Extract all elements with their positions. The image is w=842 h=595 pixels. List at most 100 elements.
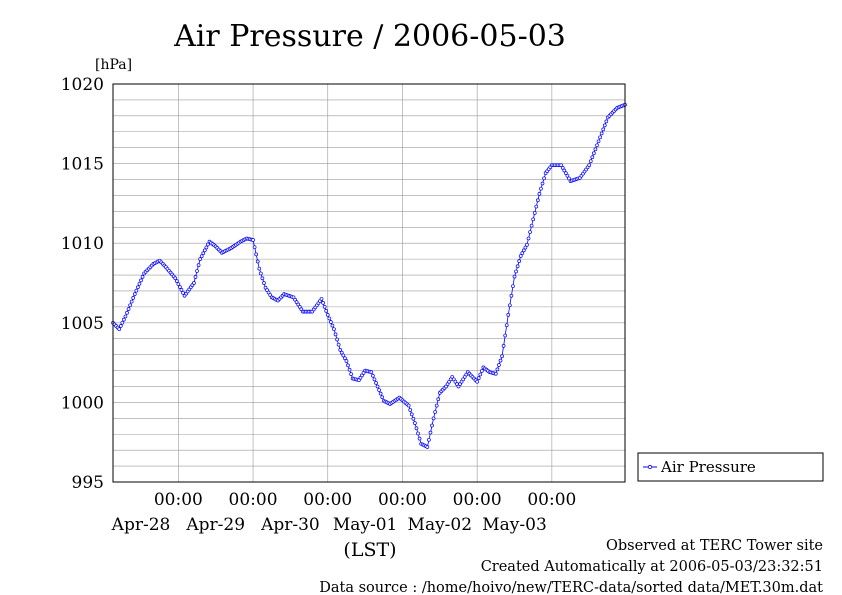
grid-lines	[113, 84, 625, 482]
x-tick-date-label: Apr-28	[111, 515, 171, 535]
air-pressure-point	[431, 416, 436, 421]
air-pressure-point	[193, 275, 198, 279]
air-pressure-point	[593, 147, 598, 152]
air-pressure-point	[425, 445, 430, 449]
air-pressure-point	[592, 151, 596, 156]
air-pressure-point	[372, 377, 377, 382]
air-pressure-point	[117, 327, 122, 332]
air-pressure-point	[525, 242, 529, 247]
x-tick-date-label: May-03	[482, 515, 547, 535]
plot-frame	[112, 83, 626, 483]
air-pressure-point	[565, 173, 570, 178]
air-pressure-point	[475, 379, 480, 384]
air-pressure-point	[202, 248, 207, 253]
air-pressure-point	[329, 320, 333, 324]
air-pressure-point	[196, 263, 201, 267]
x-tick-date-label: May-02	[408, 515, 473, 535]
air-pressure-point	[507, 303, 512, 308]
air-pressure-point	[529, 223, 534, 228]
air-pressure-point	[349, 372, 353, 376]
air-pressure-point	[595, 143, 599, 148]
x-tick-time-label: 00:00	[229, 490, 278, 510]
air-pressure-point	[534, 204, 539, 209]
air-pressure-point	[330, 323, 335, 328]
air-pressure-point	[140, 275, 145, 279]
air-pressure-point	[129, 299, 134, 304]
air-pressure-point	[327, 316, 332, 321]
air-pressure-point	[476, 376, 481, 380]
air-pressure-point	[137, 281, 142, 286]
air-pressure-point	[535, 198, 540, 203]
air-pressure-point	[255, 259, 260, 264]
air-pressure-point	[515, 264, 520, 269]
air-pressure-point	[602, 123, 607, 128]
y-axis-ticks: 995 1000 1005 1010 1015 1020	[61, 75, 104, 493]
air-pressure-point	[532, 211, 537, 215]
air-pressure-point	[195, 269, 199, 273]
air-pressure-point	[559, 163, 564, 168]
air-pressure-point	[346, 363, 350, 368]
air-pressure-point	[599, 131, 604, 136]
air-pressure-point	[520, 251, 525, 255]
air-pressure-point	[204, 245, 209, 250]
air-pressure-point	[500, 354, 504, 359]
air-pressure-point	[344, 359, 349, 363]
air-pressure-point	[497, 363, 501, 367]
air-pressure-point	[560, 166, 565, 170]
x-tick-date-label: Apr-30	[260, 515, 320, 535]
air-pressure-point	[325, 312, 330, 317]
air-pressure-point	[369, 370, 374, 374]
air-pressure-point	[512, 274, 517, 279]
air-pressure-point	[562, 168, 567, 173]
footer-data-source: Data source : /home/hoivo/new/TERC-data/…	[319, 580, 823, 595]
air-pressure-point	[411, 416, 416, 421]
air-pressure-point	[436, 397, 441, 402]
x-tick-time-label: 00:00	[453, 490, 502, 510]
air-pressure-point	[128, 303, 132, 308]
y-tick-label: 1015	[61, 155, 104, 175]
x-tick-time-label: 00:00	[527, 490, 576, 510]
air-pressure-point	[375, 384, 380, 389]
air-pressure-point	[542, 176, 546, 181]
air-pressure-point	[540, 181, 545, 186]
air-pressure-line	[112, 104, 626, 448]
air-pressure-point	[413, 421, 417, 425]
air-pressure-point	[430, 423, 434, 428]
air-pressure-point	[321, 301, 325, 305]
air-pressure-point	[206, 242, 210, 247]
air-pressure-point	[254, 252, 259, 257]
air-pressure-point	[174, 279, 179, 283]
air-pressure-point	[434, 403, 439, 408]
air-pressure-point	[495, 367, 500, 372]
legend-marker-point	[647, 464, 653, 470]
x-tick-time-label: 00:00	[378, 490, 427, 510]
air-pressure-point	[503, 333, 508, 338]
y-tick-label: 1000	[61, 393, 104, 413]
air-pressure-point	[252, 245, 257, 250]
air-pressure-point	[588, 159, 593, 164]
x-tick-time-label: 00:00	[303, 490, 352, 510]
air-pressure-point	[501, 344, 506, 348]
air-pressure-point	[478, 372, 483, 377]
air-pressure-point	[322, 305, 327, 309]
air-pressure-point	[126, 307, 131, 311]
air-pressure-point	[335, 337, 339, 342]
footer-created-timestamp: Created Automatically at 2006-05-03/23:3…	[481, 559, 823, 575]
air-pressure-point	[120, 320, 125, 325]
air-pressure-point	[343, 356, 347, 361]
air-pressure-point	[181, 290, 185, 295]
air-pressure-point	[319, 297, 324, 301]
air-pressure-point	[377, 388, 381, 392]
air-pressure-point	[332, 327, 336, 332]
air-pressure-point	[539, 186, 543, 191]
air-pressure-point	[374, 381, 378, 385]
air-pressure-point	[260, 276, 265, 281]
air-pressure-point	[178, 285, 182, 289]
air-pressure-point	[598, 135, 602, 140]
air-pressure-point	[523, 245, 528, 250]
x-tick-time-label: 00:00	[154, 490, 203, 510]
air-pressure-point	[347, 367, 352, 372]
air-pressure-point	[258, 271, 263, 276]
air-pressure-point	[433, 410, 437, 414]
